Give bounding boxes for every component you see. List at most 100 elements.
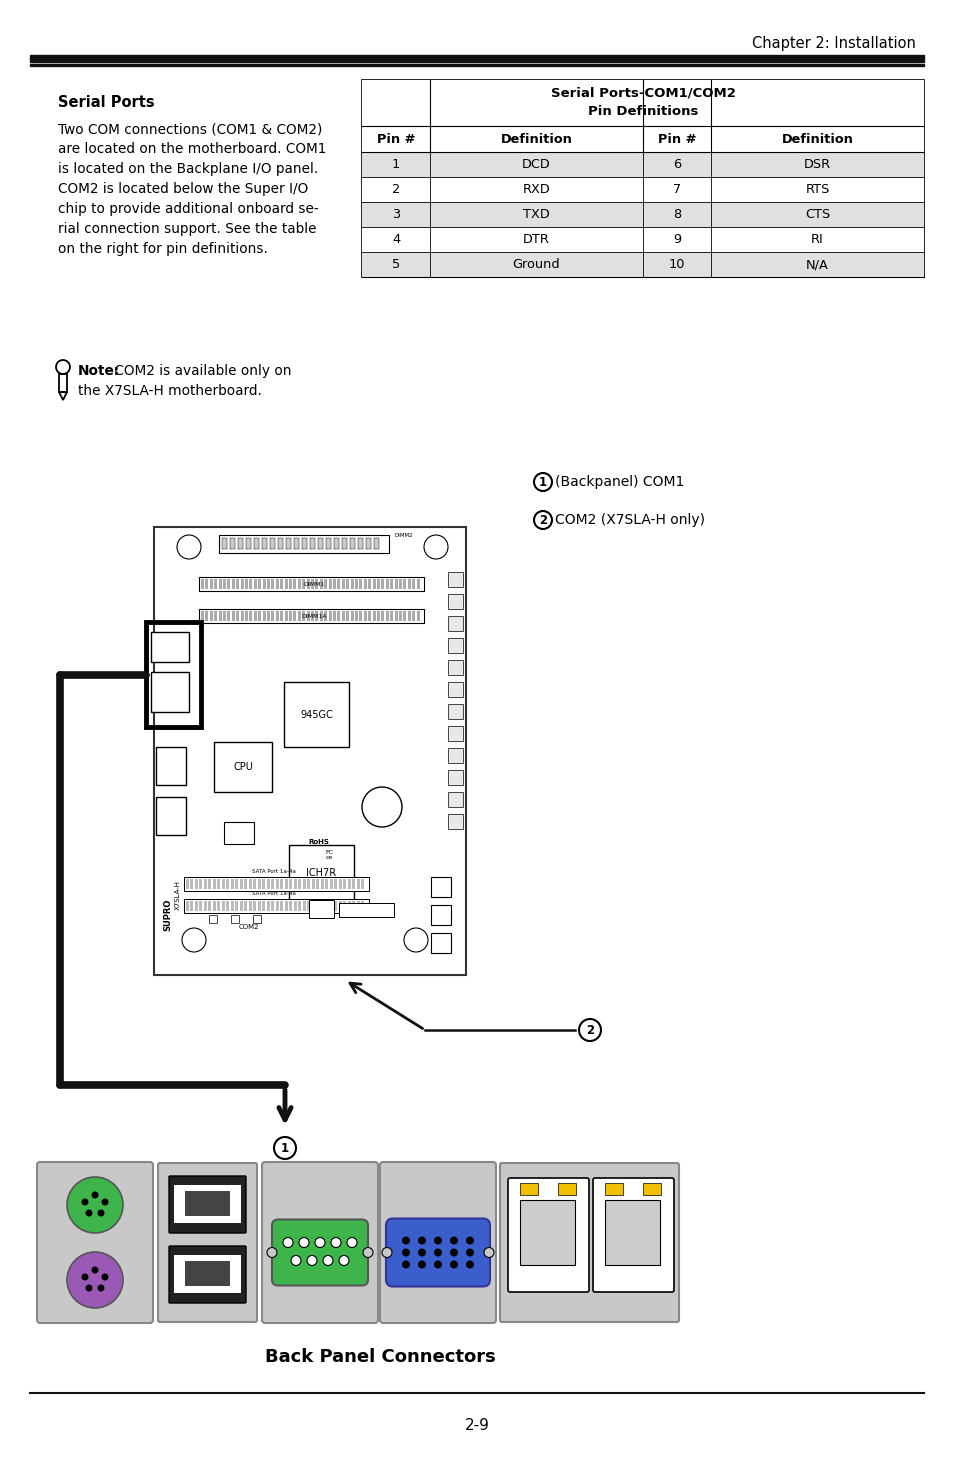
Bar — [294, 901, 296, 911]
Text: RTS: RTS — [804, 184, 829, 195]
Bar — [249, 901, 252, 911]
Circle shape — [283, 1238, 293, 1248]
Text: are located on the motherboard. COM1: are located on the motherboard. COM1 — [58, 141, 326, 156]
Bar — [201, 579, 204, 589]
Bar — [235, 879, 238, 889]
Bar — [204, 879, 207, 889]
Bar — [191, 879, 193, 889]
Bar — [237, 538, 243, 550]
Bar — [448, 615, 462, 631]
Bar — [156, 798, 186, 835]
Bar — [604, 1200, 659, 1266]
Bar — [642, 1182, 660, 1196]
Bar — [403, 611, 406, 621]
Bar — [236, 579, 239, 589]
Circle shape — [314, 1238, 325, 1248]
Circle shape — [67, 1177, 123, 1233]
Text: Definition: Definition — [500, 133, 572, 146]
Bar — [231, 901, 233, 911]
Bar — [209, 916, 216, 923]
Bar — [275, 579, 278, 589]
Circle shape — [434, 1261, 441, 1268]
Text: Pin Definitions: Pin Definitions — [587, 105, 698, 118]
Bar — [210, 579, 213, 589]
Bar — [302, 611, 305, 621]
Bar — [448, 682, 462, 697]
Bar — [253, 579, 256, 589]
Bar — [224, 822, 253, 844]
Text: Chapter 2: Installation: Chapter 2: Installation — [751, 35, 915, 51]
Text: 6: 6 — [672, 157, 680, 171]
Bar — [267, 579, 270, 589]
Bar — [262, 901, 265, 911]
Bar — [294, 579, 296, 589]
Bar — [351, 579, 354, 589]
Bar — [285, 901, 288, 911]
Circle shape — [401, 1248, 410, 1257]
Circle shape — [97, 1210, 105, 1216]
Bar — [361, 176, 923, 203]
Text: DIMM2: DIMM2 — [395, 534, 413, 538]
Circle shape — [307, 1255, 316, 1266]
Bar — [201, 611, 204, 621]
Bar — [326, 538, 331, 550]
Bar — [324, 611, 327, 621]
Bar — [337, 579, 340, 589]
Bar — [280, 579, 283, 589]
Bar — [317, 538, 323, 550]
Bar — [395, 579, 397, 589]
Bar — [230, 538, 234, 550]
Bar — [297, 579, 300, 589]
Bar — [306, 579, 310, 589]
Bar — [398, 579, 401, 589]
Circle shape — [417, 1248, 426, 1257]
Bar — [222, 901, 225, 911]
Bar — [194, 901, 198, 911]
Bar — [337, 611, 340, 621]
FancyBboxPatch shape — [262, 1162, 377, 1322]
Bar — [320, 879, 324, 889]
Bar — [271, 611, 274, 621]
Bar — [348, 879, 351, 889]
Circle shape — [450, 1261, 457, 1268]
Bar — [267, 879, 270, 889]
Bar — [385, 579, 389, 589]
Bar — [245, 579, 248, 589]
Text: 2-9: 2-9 — [464, 1417, 489, 1433]
Bar — [316, 879, 319, 889]
Text: COM2 (X7SLA-H only): COM2 (X7SLA-H only) — [555, 513, 704, 526]
Bar — [320, 901, 324, 911]
Circle shape — [338, 1255, 349, 1266]
Bar — [346, 611, 349, 621]
Bar — [448, 660, 462, 675]
Bar — [390, 579, 393, 589]
Bar — [361, 80, 923, 125]
Bar — [361, 125, 923, 152]
Bar — [199, 609, 423, 623]
Bar — [448, 726, 462, 741]
Text: COM2: COM2 — [238, 924, 259, 930]
Bar — [272, 901, 274, 911]
Circle shape — [434, 1236, 441, 1245]
Bar — [257, 879, 261, 889]
Bar — [249, 611, 253, 621]
Bar — [334, 538, 338, 550]
Bar — [186, 879, 189, 889]
Bar — [448, 572, 462, 588]
Bar — [361, 203, 923, 227]
Bar — [227, 611, 231, 621]
Bar — [173, 1185, 241, 1223]
Text: COM2 is located below the Super I/O: COM2 is located below the Super I/O — [58, 182, 308, 195]
Bar — [558, 1182, 576, 1196]
Bar — [209, 879, 212, 889]
Bar — [30, 55, 923, 63]
Bar — [338, 903, 394, 917]
Bar — [298, 901, 301, 911]
Bar — [226, 901, 230, 911]
Bar — [236, 611, 239, 621]
Bar — [357, 538, 363, 550]
Text: 5: 5 — [392, 258, 399, 271]
Bar — [232, 579, 234, 589]
Bar — [294, 538, 298, 550]
Circle shape — [465, 1261, 474, 1268]
